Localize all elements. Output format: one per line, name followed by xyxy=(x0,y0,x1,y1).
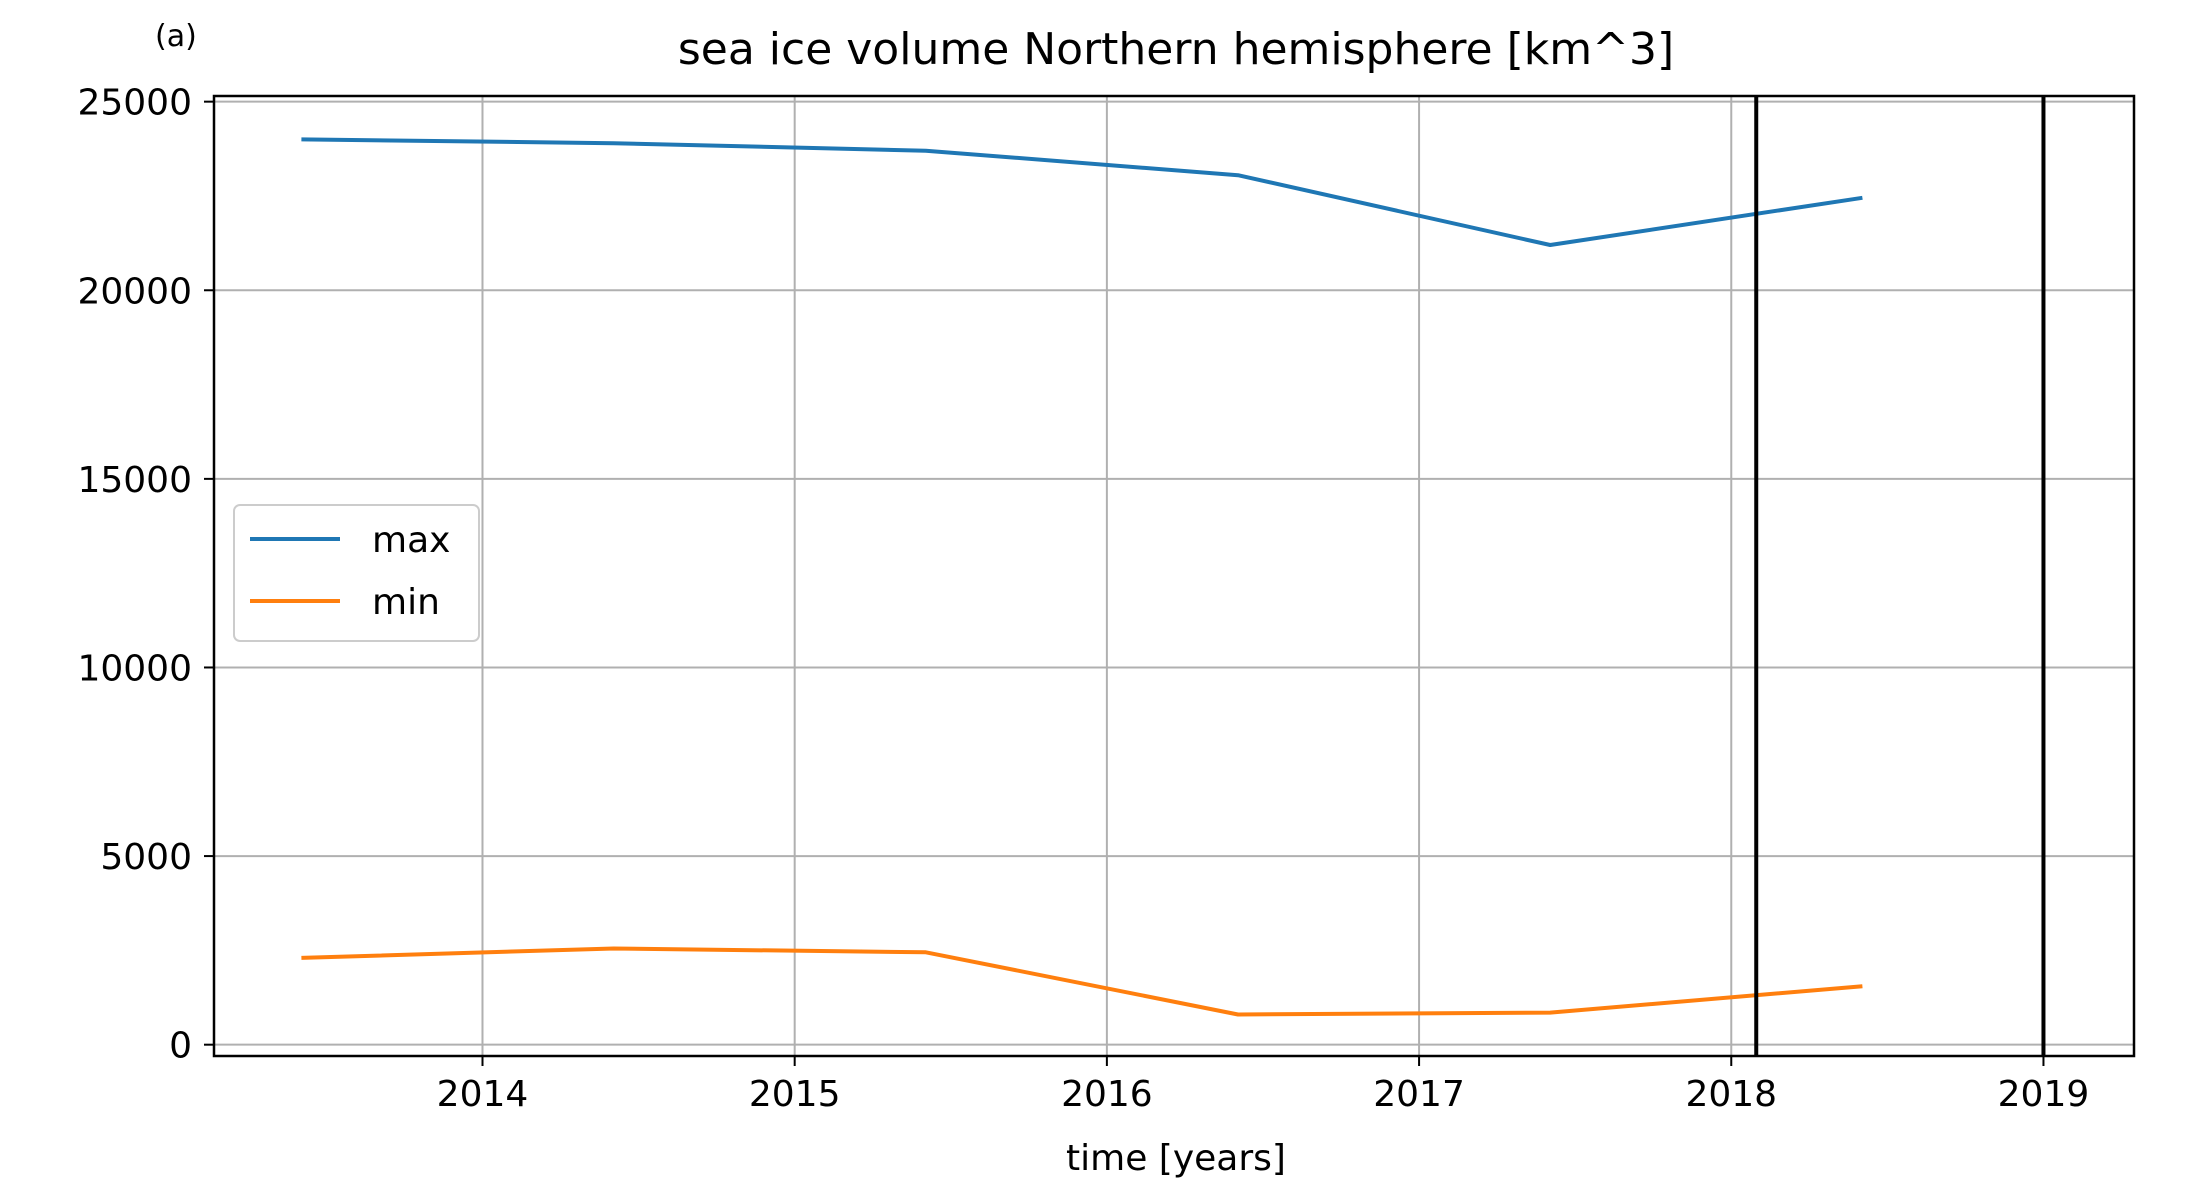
x-tick-label: 2016 xyxy=(1061,1074,1153,1115)
y-tick-label: 25000 xyxy=(77,83,192,124)
x-tick-label: 2017 xyxy=(1373,1074,1465,1115)
x-tick-label: 2014 xyxy=(437,1074,529,1115)
tick-layer: 2014 2015 2016 2017 2018 2019 0 5000 10000 15000 2… xyxy=(77,83,2089,1115)
grid-layer xyxy=(214,96,2134,1056)
y-tick-label: 10000 xyxy=(77,648,192,689)
series-layer xyxy=(301,137,1863,1017)
x-tick-label: 2019 xyxy=(1998,1074,2090,1115)
legend-label-max: max xyxy=(372,520,450,561)
x-tick-label: 2018 xyxy=(1685,1074,1777,1115)
y-tick-label: 5000 xyxy=(100,837,192,878)
x-axis-label: time [years] xyxy=(1066,1138,1286,1179)
y-tick-label: 15000 xyxy=(77,460,192,501)
y-tick-label: 20000 xyxy=(77,271,192,312)
chart-title: sea ice volume Northern hemisphere [km^3… xyxy=(678,24,1674,75)
series-line-min xyxy=(301,946,1863,1017)
series-line-max xyxy=(301,137,1863,247)
plot-area-frame xyxy=(212,94,2136,1058)
legend: max min xyxy=(233,504,480,642)
legend-label-min: min xyxy=(372,582,440,623)
vertical-lines-layer xyxy=(1754,96,2046,1056)
x-tick-label: 2015 xyxy=(749,1074,841,1115)
panel-label: (a) xyxy=(155,19,197,54)
y-tick-label: 0 xyxy=(169,1026,192,1067)
